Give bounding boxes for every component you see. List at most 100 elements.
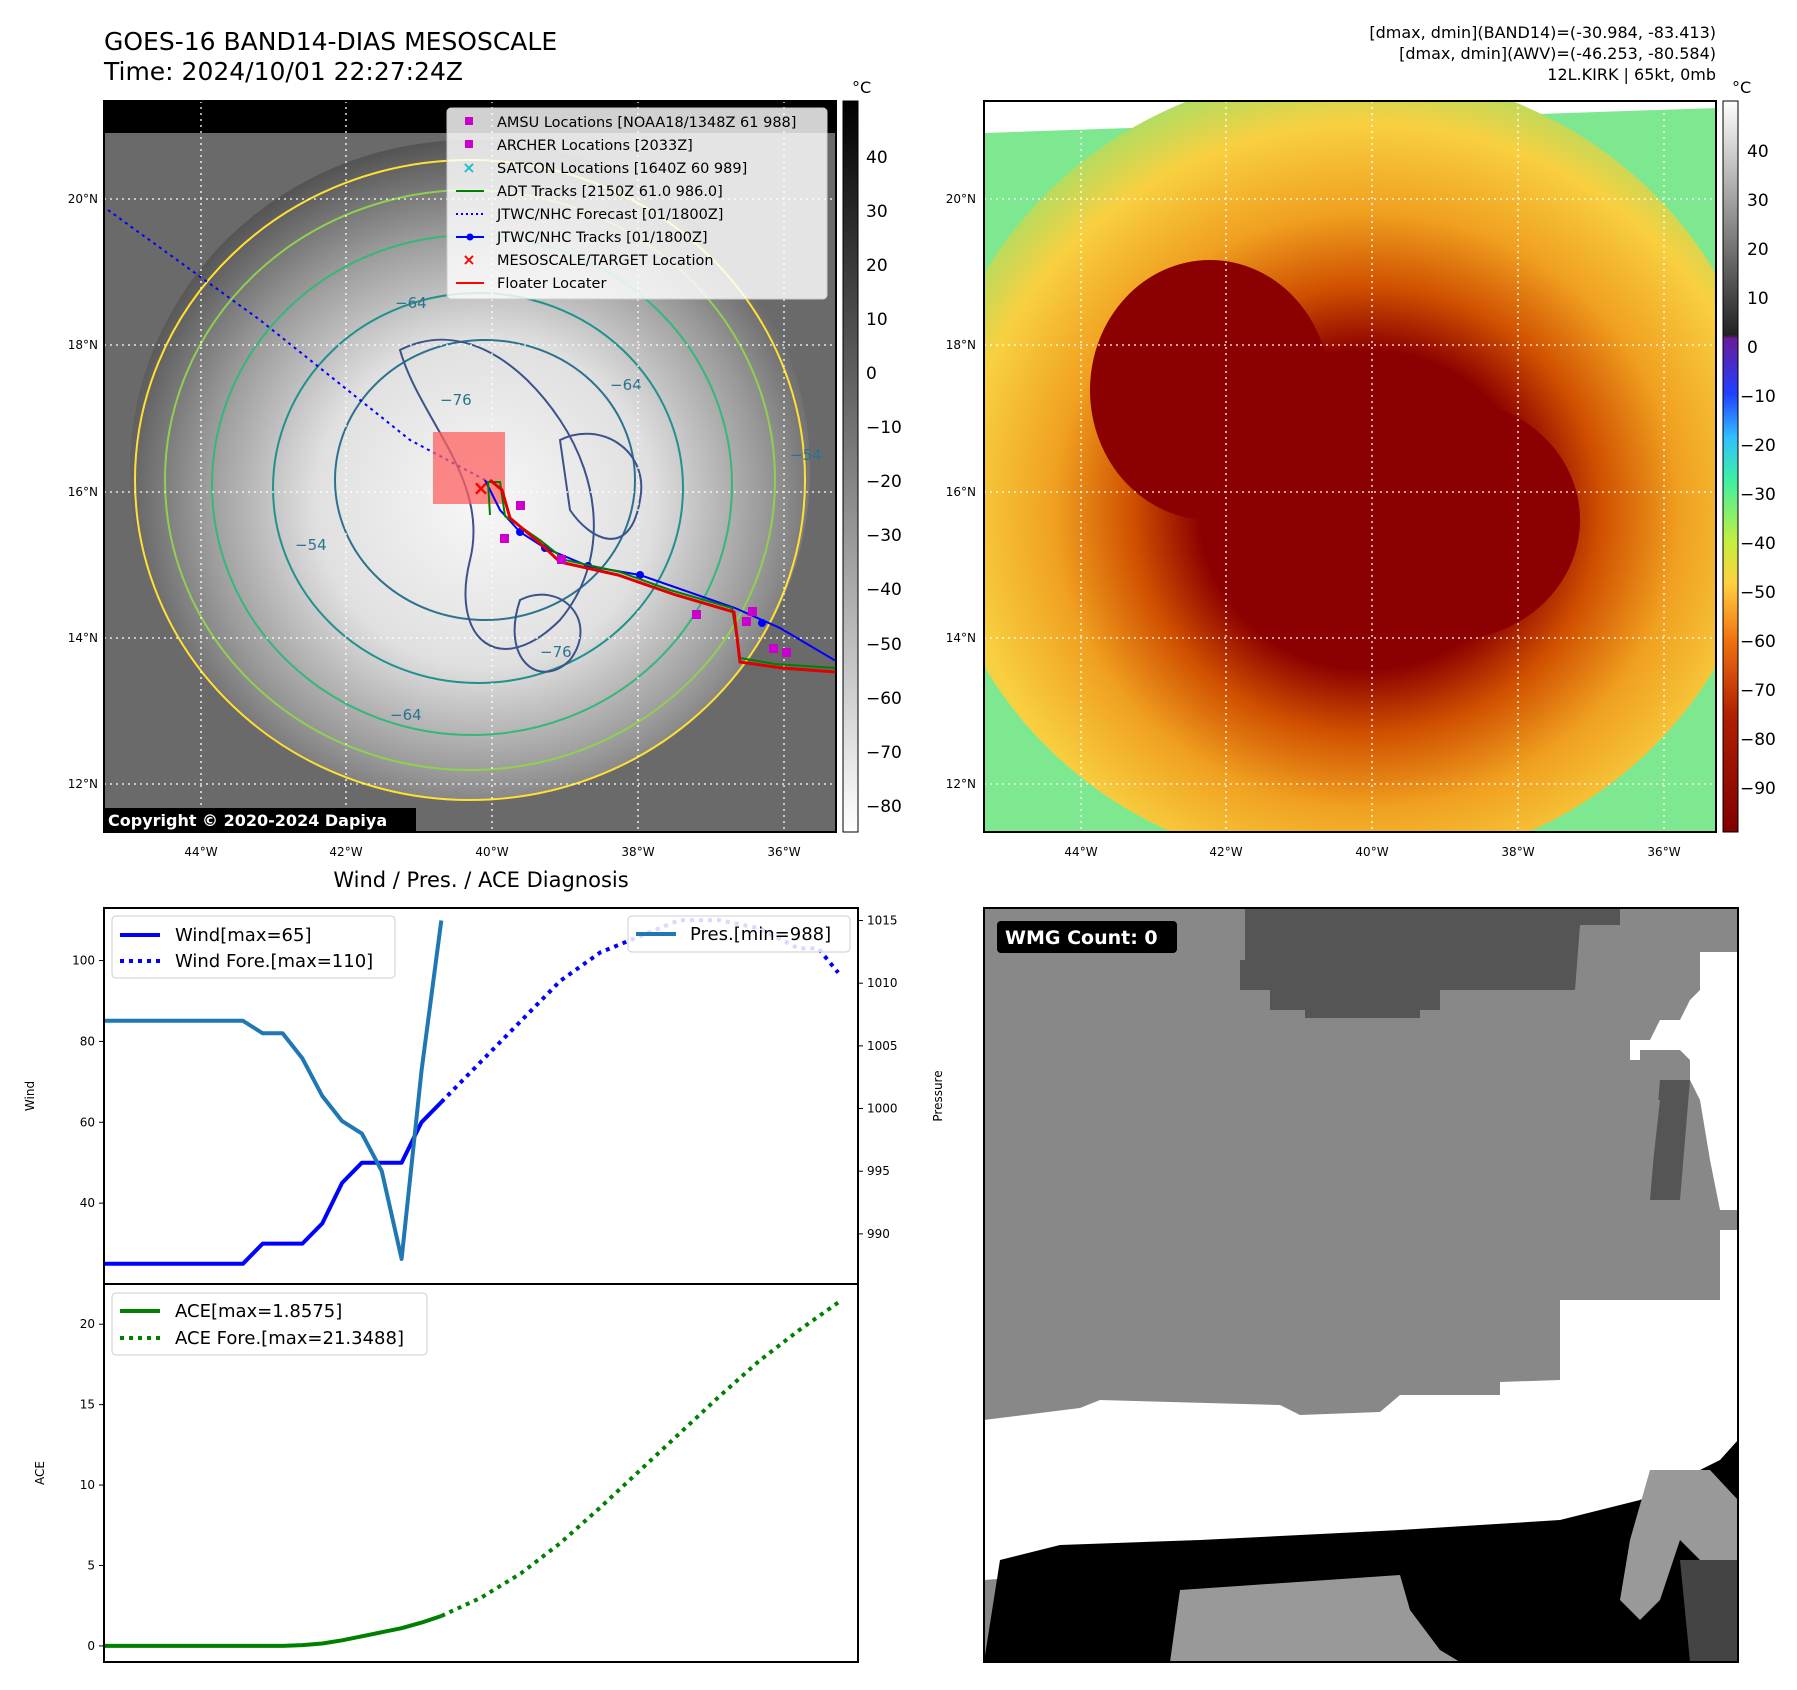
lon-tick: 42°W: [1209, 845, 1242, 859]
contour-label: −54: [295, 536, 327, 554]
lat-tick: 14°N: [68, 631, 98, 645]
ir-frame: [103, 100, 837, 833]
lat-tick: 12°N: [946, 777, 976, 791]
awv-colorbar-unit: °C: [1732, 78, 1751, 97]
legend-marker-target: ×: [462, 250, 475, 269]
cbar-tick: −70: [866, 743, 902, 763]
legend-entry: JTWC/NHC Tracks [01/1800Z]: [496, 230, 708, 246]
cbar-tick: 30: [1747, 191, 1769, 211]
ir-contour-labels: −64 −76 −76 −54 −54 −64 −64: [295, 294, 822, 724]
pressure-legend-label: Pres.[min=988]: [690, 924, 831, 945]
y-tick-label: 5: [87, 1558, 95, 1572]
copyright: Copyright © 2020-2024 Dapiya: [108, 811, 387, 830]
lon-tick: 38°W: [621, 845, 654, 859]
legend-entry: AMSU Locations [NOAA18/1348Z 61 988]: [497, 115, 796, 131]
wmg-dark-region: [1240, 908, 1620, 1018]
figure-title: GOES-16 BAND14-DIAS MESOSCALE: [104, 27, 557, 56]
pressure-ylabel: Pressure: [931, 1070, 945, 1121]
wmg-count-label: WMG Count: 0: [1005, 927, 1158, 949]
wmg-frame: [983, 907, 1739, 1663]
series-line: [104, 1100, 443, 1266]
ace-fore-legend-label: ACE Fore.[max=21.3488]: [175, 1328, 404, 1349]
y-tick-label: 995: [867, 1164, 890, 1178]
awv-colorbar-ticks: 40 30 20 10 0 −10 −20 −30 −40 −50 −60 −7…: [1740, 142, 1776, 799]
ir-legend: AMSU Locations [NOAA18/1348Z 61 988] ARC…: [446, 107, 828, 300]
cbar-tick: 20: [1747, 240, 1769, 260]
lat-tick: 20°N: [946, 192, 976, 206]
awv-gridlines: [984, 101, 1716, 832]
y-tick-label: 1000: [867, 1102, 898, 1116]
diagnosis-title: Wind / Pres. / ACE Diagnosis: [333, 868, 628, 892]
ace-frame: [103, 1283, 859, 1663]
lon-tick: 44°W: [184, 845, 217, 859]
legend-entry: ADT Tracks [2150Z 61.0 986.0]: [497, 184, 723, 200]
cbar-tick: −20: [1740, 436, 1776, 456]
pressure-legend: [627, 915, 851, 953]
cbar-tick: −10: [1740, 387, 1776, 407]
y-tick-label: 990: [867, 1227, 890, 1241]
target-marker: ×: [473, 476, 490, 500]
figure-time: Time: 2024/10/01 22:27:24Z: [103, 57, 463, 86]
cbar-tick: −20: [866, 472, 902, 492]
cbar-tick: −10: [866, 418, 902, 438]
lat-tick: 18°N: [946, 338, 976, 352]
awv-colorbar: [1722, 100, 1739, 833]
ace-legend: [111, 1292, 428, 1356]
y-tick-label: 15: [80, 1398, 95, 1412]
series-line: [440, 1300, 840, 1618]
awv-frame: [983, 100, 1717, 833]
legend-marker-satcon: ×: [462, 158, 475, 177]
wmg-panel: WMG Count: 0: [983, 907, 1739, 1663]
y-tick-label: 80: [80, 1034, 95, 1048]
wmg-gray-strip: [1640, 1100, 1660, 1190]
cbar-tick: 30: [866, 202, 888, 222]
y-tick-label: 100: [72, 954, 95, 968]
lon-tick: 40°W: [475, 845, 508, 859]
y-tick-label: 1005: [867, 1039, 898, 1053]
wmg-gray-block-bottom: [1170, 1575, 1460, 1662]
cbar-tick: 10: [866, 310, 888, 330]
legend-entry: SATCON Locations [1640Z 60 989]: [497, 161, 747, 177]
y-tick-label: 60: [80, 1115, 95, 1129]
wmg-white-band: [984, 1230, 1738, 1580]
cbar-tick: 10: [1747, 289, 1769, 309]
cbar-tick: −80: [1740, 730, 1776, 750]
cbar-tick: −50: [866, 635, 902, 655]
y-tick-label: 1010: [867, 976, 898, 990]
legend-box: [446, 107, 828, 300]
copyright-bg: [104, 808, 416, 832]
wind-fore-legend-label: Wind Fore.[max=110]: [175, 951, 373, 972]
lat-tick: 20°N: [68, 192, 98, 206]
legend-entry: Floater Locater: [497, 276, 606, 292]
ace-ylabel: ACE: [33, 1461, 47, 1485]
wmg-label-bg: [997, 921, 1177, 953]
wmg-gray-block-right: [1620, 1470, 1738, 1620]
ir-colorbar-ticks: 40 30 20 10 0 −10 −20 −30 −40 −50 −60 −7…: [866, 148, 902, 817]
cbar-tick: −50: [1740, 583, 1776, 603]
floater-box: [433, 432, 505, 504]
cbar-tick: −60: [1740, 632, 1776, 652]
lat-tick: 14°N: [946, 631, 976, 645]
wind-legend-label: Wind[max=65]: [175, 925, 312, 946]
contour-label: −54: [790, 446, 822, 464]
info-awv: [dmax, dmin](AWV)=(-46.253, -80.584): [1399, 44, 1716, 63]
y-tick-label: 1015: [867, 914, 898, 928]
series-line: [104, 920, 444, 1261]
adt-track: [486, 481, 836, 669]
awv-lon-labels: 44°W 42°W 40°W 38°W 36°W: [1064, 845, 1680, 859]
lon-tick: 36°W: [1647, 845, 1680, 859]
cbar-tick: 0: [866, 364, 877, 384]
floater-track: [489, 478, 836, 674]
cbar-tick: 40: [1747, 142, 1769, 162]
contour-label: −64: [610, 376, 642, 394]
legend-entry: ARCHER Locations [2033Z]: [497, 138, 693, 154]
contour-label: −76: [540, 643, 572, 661]
wmg-dark-strip: [1650, 1080, 1690, 1200]
cbar-tick: −90: [1740, 779, 1776, 799]
cbar-tick: −80: [866, 797, 902, 817]
cbar-tick: −30: [866, 526, 902, 546]
lon-tick: 40°W: [1355, 845, 1388, 859]
lon-tick: 36°W: [767, 845, 800, 859]
wmg-white-patch-right: [1630, 952, 1738, 1210]
